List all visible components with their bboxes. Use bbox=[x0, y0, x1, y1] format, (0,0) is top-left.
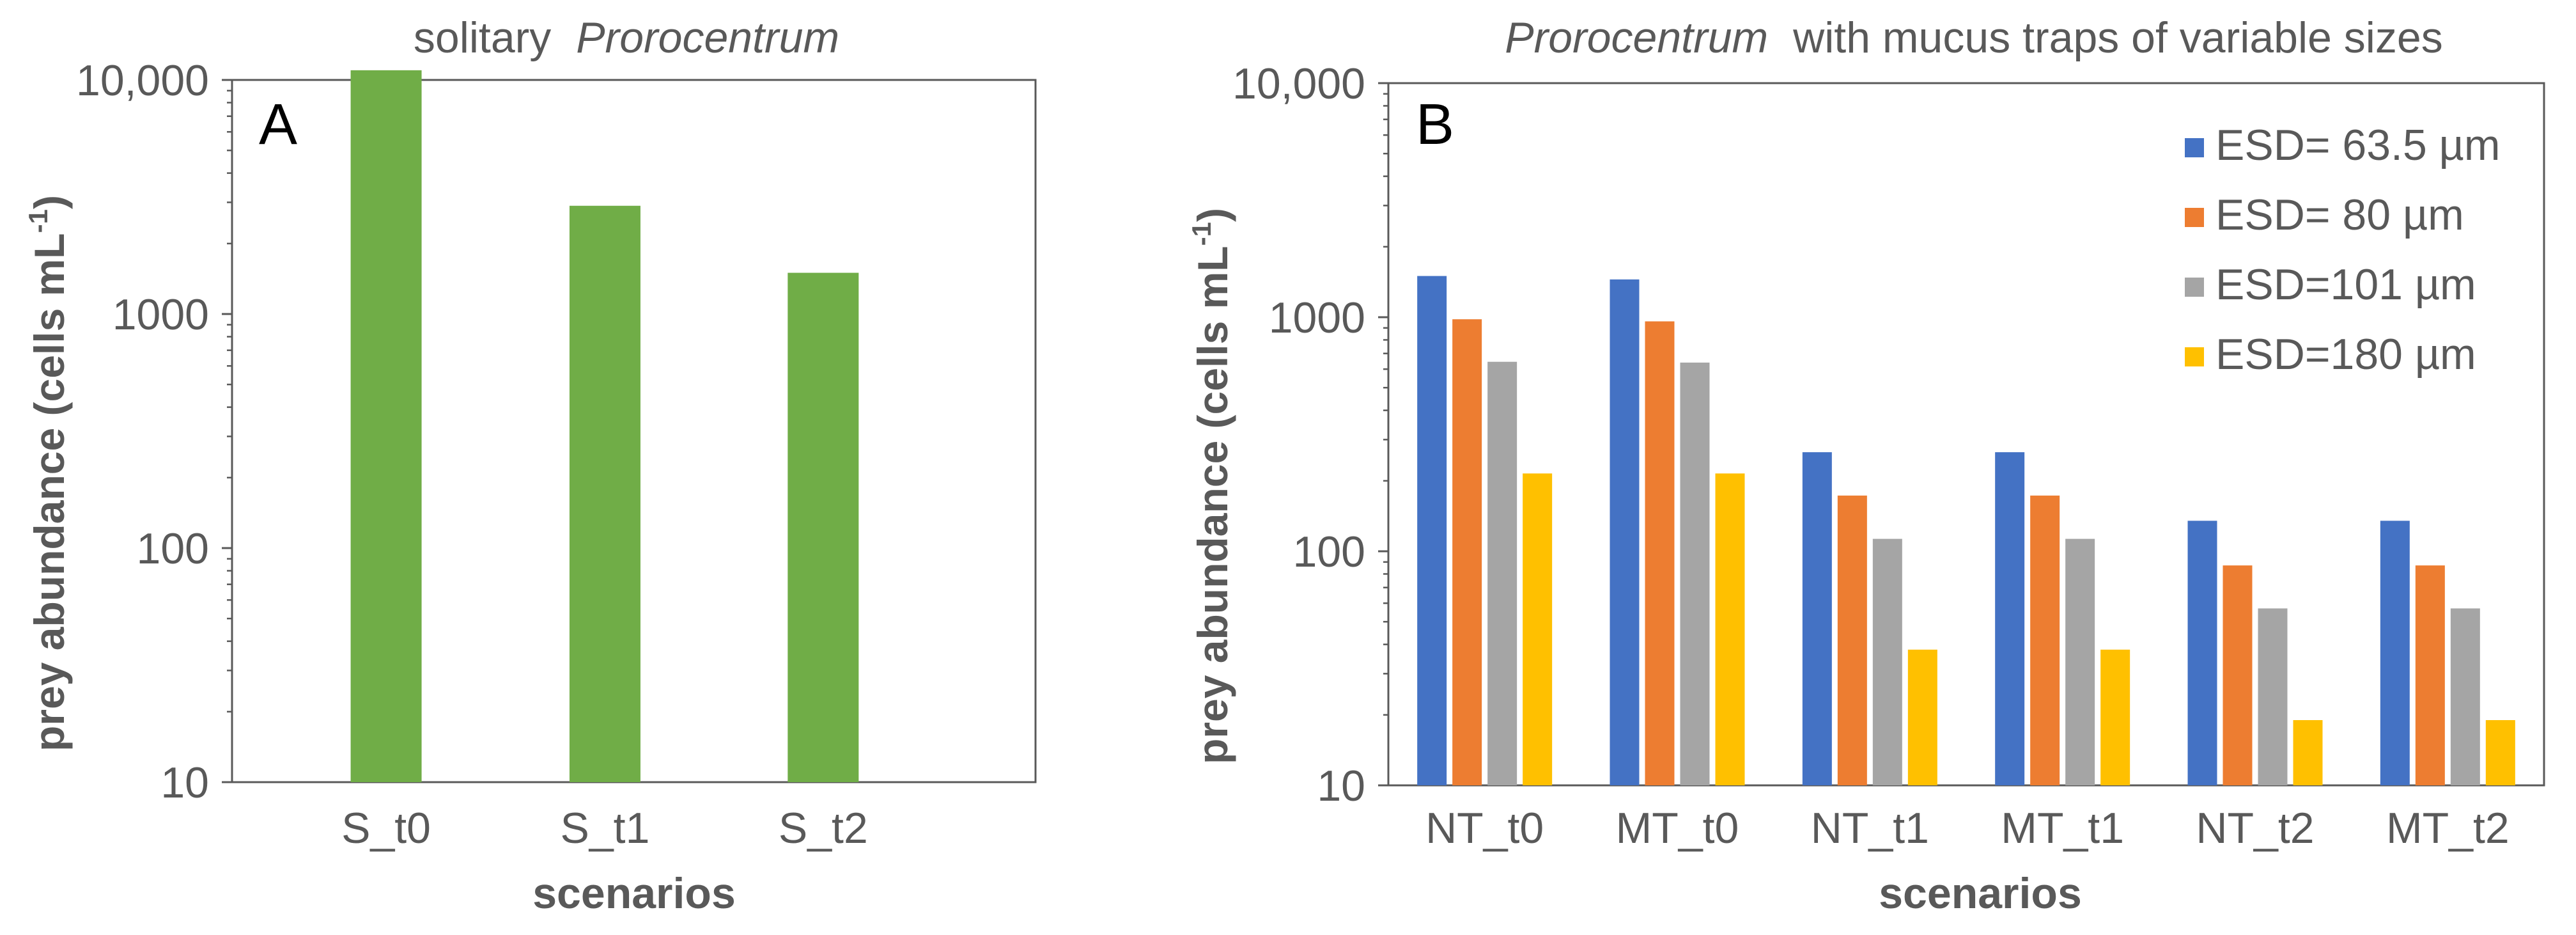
panel-b-legend: ESD= 63.5 µm ESD= 80 µm ESD=101 µm ESD=180 … bbox=[2185, 121, 2501, 379]
panel-b-ylabel-text: prey abundance (cells mL bbox=[1189, 246, 1236, 764]
legend-label: ESD= 80 µm bbox=[2215, 191, 2464, 239]
bar-NT_t0-series-4 bbox=[1523, 473, 1553, 785]
bar-NT_t2-series-4 bbox=[2293, 719, 2323, 785]
y-tick-label: 1000 bbox=[1269, 294, 1365, 342]
panel-a: solitary Prorocentrum A 10100100010,000 … bbox=[23, 13, 1037, 918]
plot-frame bbox=[1387, 82, 2545, 787]
panel-a-ylabel-text: prey abundance (cells mL bbox=[26, 233, 73, 751]
legend-swatch bbox=[2185, 347, 2204, 366]
panel-a-bars: S_t0 S_t1 S_t2 bbox=[341, 70, 868, 852]
panel-b-axes: 10 100 1000 10,000 bbox=[1232, 59, 2545, 810]
legend-swatch bbox=[2185, 138, 2204, 157]
bar-MT_t0-series-1 bbox=[1610, 279, 1640, 785]
legend-label: ESD=101 µm bbox=[2215, 260, 2476, 309]
bar-NT_t2-series-2 bbox=[2223, 565, 2253, 785]
legend-label: ESD= 63.5 µm bbox=[2215, 121, 2501, 169]
panel-b-xlabel: scenarios bbox=[1879, 869, 2082, 918]
bar-MT_t2-series-1 bbox=[2380, 521, 2410, 785]
x-tick-label: NT_t1 bbox=[1811, 804, 1929, 852]
panel-b-ylabel-end: ) bbox=[1189, 208, 1236, 222]
panel-a-ylabel-sup: -1 bbox=[23, 209, 53, 233]
bar-NT_t0-series-1 bbox=[1417, 276, 1447, 785]
bar-MT_t2-series-3 bbox=[2450, 608, 2480, 785]
bar-MT_t1-series-4 bbox=[2100, 649, 2130, 785]
panel-a-title: solitary Prorocentrum bbox=[414, 13, 839, 62]
y-tick-label: 100 bbox=[1293, 528, 1365, 576]
bar-S_t2 bbox=[788, 272, 859, 782]
bar-MT_t2-series-2 bbox=[2415, 565, 2445, 785]
bar-MT_t1-series-1 bbox=[1995, 452, 2025, 785]
y-tick-label: 10 bbox=[1317, 762, 1365, 810]
x-tick-label: S_t1 bbox=[561, 804, 650, 852]
y-tick-label: 1000 bbox=[113, 290, 209, 339]
legend-swatch bbox=[2185, 278, 2204, 297]
y-tick-label: 10 bbox=[160, 758, 209, 807]
bar-MT_t2-series-4 bbox=[2485, 719, 2515, 785]
bar-NT_t1-series-4 bbox=[1907, 649, 1937, 785]
bar-MT_t0-series-3 bbox=[1680, 362, 1710, 785]
bar-S_t1 bbox=[569, 205, 640, 782]
y-tick-label: 10,000 bbox=[76, 56, 209, 105]
x-tick-label: MT_t0 bbox=[1616, 804, 1739, 852]
bar-NT_t1-series-1 bbox=[1802, 452, 1832, 785]
bar-MT_t1-series-3 bbox=[2065, 538, 2095, 785]
panel-b-label: B bbox=[1416, 93, 1454, 157]
x-tick-label: NT_t2 bbox=[2196, 804, 2314, 852]
panel-a-ylabel-end: ) bbox=[26, 195, 73, 209]
panel-a-title-italic: Prorocentrum bbox=[576, 13, 839, 62]
bar-NT_t0-series-3 bbox=[1487, 361, 1517, 785]
x-tick-label: S_t2 bbox=[779, 804, 868, 852]
panel-b-bars: NT_t0 MT_t0 NT_t1 MT_t1 NT_t2 MT_t2 bbox=[1417, 276, 2515, 852]
x-tick-label: S_t0 bbox=[341, 804, 431, 852]
x-tick-label: NT_t0 bbox=[1425, 804, 1544, 852]
x-tick-label: MT_t1 bbox=[2001, 804, 2124, 852]
panel-a-label: A bbox=[259, 93, 297, 157]
panel-b-title-plain: with mucus traps of variable sizes bbox=[1792, 13, 2443, 62]
legend-swatch bbox=[2185, 208, 2204, 227]
x-tick-label: MT_t2 bbox=[2386, 804, 2510, 852]
panel-b-ylabel-sup: -1 bbox=[1186, 222, 1216, 246]
bar-NT_t0-series-2 bbox=[1452, 319, 1482, 785]
bar-NT_t1-series-3 bbox=[1872, 538, 1902, 785]
bar-MT_t0-series-2 bbox=[1645, 321, 1675, 785]
y-tick-label: 100 bbox=[137, 524, 209, 573]
panel-b: Prorocentrum with mucus traps of variabl… bbox=[1186, 13, 2545, 918]
bar-NT_t2-series-1 bbox=[2187, 521, 2217, 785]
y-tick-label: 10,000 bbox=[1232, 59, 1365, 108]
bar-MT_t0-series-4 bbox=[1715, 473, 1745, 785]
bar-NT_t1-series-2 bbox=[1837, 495, 1867, 785]
panel-a-title-plain: solitary bbox=[414, 13, 551, 62]
bar-MT_t1-series-2 bbox=[2030, 495, 2060, 785]
panel-a-axes: 10 100 1000 10,000 bbox=[76, 56, 1037, 807]
legend-label: ESD=180 µm bbox=[2215, 330, 2476, 379]
panel-b-title-italic: Prorocentrum bbox=[1505, 13, 1768, 62]
bar-S_t0 bbox=[350, 70, 422, 782]
panel-a-xlabel: scenarios bbox=[532, 869, 736, 918]
panel-b-title: Prorocentrum with mucus traps of variabl… bbox=[1505, 13, 2442, 62]
panel-b-ylabel: prey abundance (cells mL-1) bbox=[1186, 208, 1236, 764]
panel-a-ylabel: prey abundance (cells mL-1) bbox=[23, 195, 73, 751]
bar-NT_t2-series-3 bbox=[2258, 608, 2288, 785]
